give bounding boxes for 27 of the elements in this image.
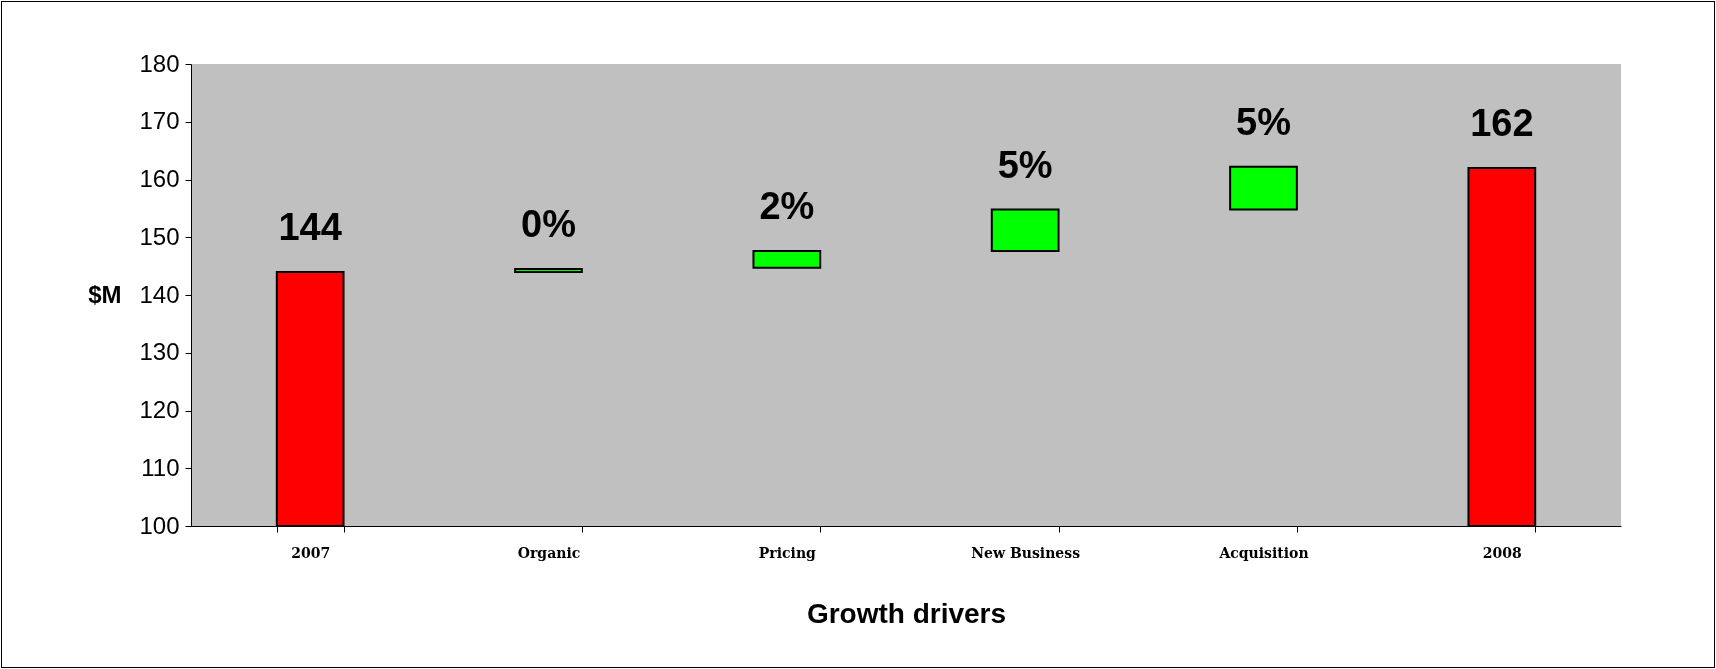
x-tick-label: 2008 bbox=[1482, 544, 1522, 561]
y-tick-label: 150 bbox=[139, 222, 180, 250]
annotation: 2% bbox=[759, 185, 815, 228]
y-tick-label: 130 bbox=[139, 338, 180, 366]
x-tick-label: Pricing bbox=[758, 544, 817, 561]
y-tick-label: 110 bbox=[141, 453, 180, 481]
x-axis-title: Growth drivers bbox=[806, 597, 1007, 629]
bar bbox=[752, 250, 822, 269]
annotation: 162 bbox=[1470, 101, 1534, 144]
y-tick-label: 120 bbox=[139, 396, 180, 423]
bar bbox=[514, 268, 583, 273]
x-tick-label: Acquisition bbox=[1218, 544, 1309, 561]
y-axis-title: $M bbox=[88, 280, 122, 308]
x-tick-label: New Business bbox=[971, 544, 1081, 561]
annotation: 0% bbox=[521, 203, 576, 246]
y-tick-label: 170 bbox=[139, 107, 180, 135]
bar bbox=[1229, 165, 1298, 211]
annotation: 144 bbox=[278, 205, 342, 248]
y-tick-label: 100 bbox=[139, 511, 180, 539]
y-tick-label: 160 bbox=[139, 165, 180, 192]
x-tick-label: Organic bbox=[517, 544, 581, 561]
bar bbox=[990, 208, 1060, 253]
annotation: 5% bbox=[1236, 100, 1291, 143]
x-tick-label: 2007 bbox=[291, 544, 331, 561]
annotation: 5% bbox=[997, 143, 1053, 186]
y-tick-label: 180 bbox=[139, 49, 180, 77]
y-tick-label: 140 bbox=[139, 280, 180, 308]
